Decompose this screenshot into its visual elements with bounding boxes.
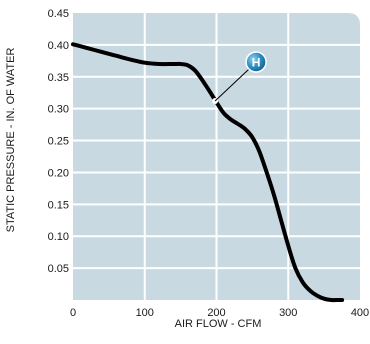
- y-tick-label: 0.20: [48, 167, 69, 179]
- y-tick-label: 0.35: [48, 72, 69, 84]
- series-line: [71, 42, 345, 303]
- y-tick-label: 0.30: [48, 104, 69, 116]
- x-tick-labels: 0 100 200 300 400: [70, 307, 369, 319]
- y-tick-label: 0.40: [48, 40, 69, 52]
- y-axis-label: STATIC PRESSURE - IN. OF WATER: [5, 48, 17, 233]
- x-tick-label: 200: [207, 307, 225, 319]
- x-tick-label: 300: [279, 307, 297, 319]
- y-tick-labels: 0.05 0.10 0.15 0.20 0.25 0.30 0.35 0.40 0.45: [48, 8, 69, 275]
- annotation-layer: H: [212, 51, 267, 105]
- x-tick-label: 400: [351, 307, 369, 319]
- y-tick-label: 0.45: [48, 8, 69, 20]
- annotation-label: H: [252, 56, 261, 70]
- series-layer: [71, 42, 345, 303]
- annotation-leader-line: [214, 68, 250, 102]
- y-tick-label: 0.15: [48, 199, 69, 211]
- x-axis-label: AIR FLOW - CFM: [175, 318, 262, 330]
- y-tick-label: 0.05: [48, 263, 69, 275]
- x-tick-label: 0: [70, 307, 76, 319]
- y-tick-label: 0.10: [48, 231, 69, 243]
- annotation-marker: [245, 51, 267, 73]
- x-tick-label: 100: [136, 307, 154, 319]
- y-tick-label: 0.25: [48, 136, 69, 148]
